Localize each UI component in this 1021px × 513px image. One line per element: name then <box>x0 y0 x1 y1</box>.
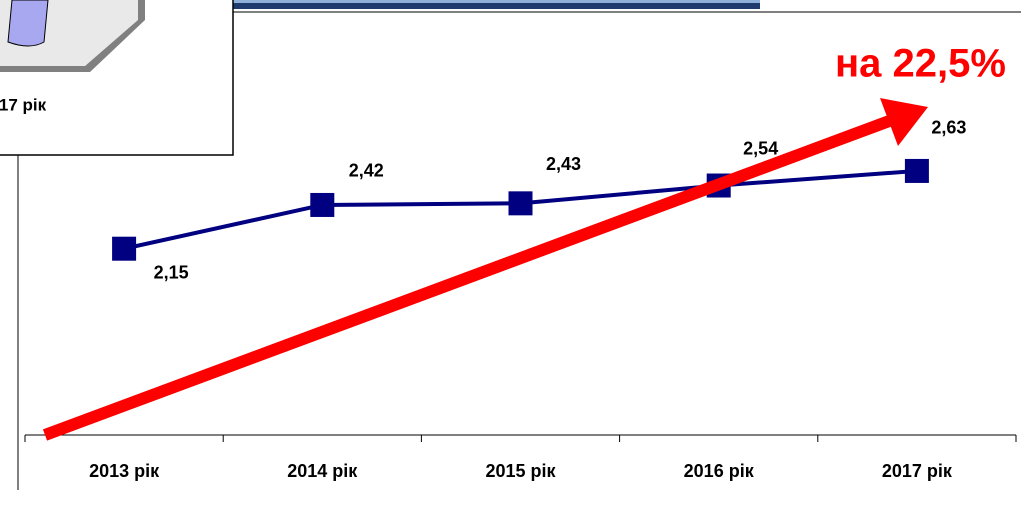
inset-label: 2017 рік <box>0 95 47 114</box>
trend-arrow <box>42 114 895 441</box>
point-marker <box>112 236 137 261</box>
title-bar <box>233 0 760 9</box>
x-tick-label: 2014 рік <box>287 461 358 481</box>
x-tick-label: 2017 рік <box>882 461 953 481</box>
plot: 2013 рік 2014 рік 2015 рік 2016 рік 2017 рік… <box>24 118 1017 481</box>
value-label: 2,63 <box>931 118 966 138</box>
x-tick-label: 2016 рік <box>684 461 755 481</box>
x-tick-label: 2013 рік <box>89 461 160 481</box>
value-label: 2,54 <box>743 138 778 158</box>
point-marker <box>310 192 335 217</box>
title-bar-stripe <box>233 0 760 3</box>
inset-floor <box>0 0 145 72</box>
x-tick-label: 2015 рік <box>485 461 556 481</box>
point-marker <box>904 158 929 183</box>
value-label: 2,42 <box>349 161 384 181</box>
value-label: 2,15 <box>154 262 189 282</box>
point-marker <box>508 191 533 216</box>
annotation: на 22,5% <box>835 42 1006 86</box>
value-label: 2,43 <box>546 154 581 174</box>
trend-arrow-head <box>880 98 928 146</box>
inset-cone <box>7 0 49 47</box>
